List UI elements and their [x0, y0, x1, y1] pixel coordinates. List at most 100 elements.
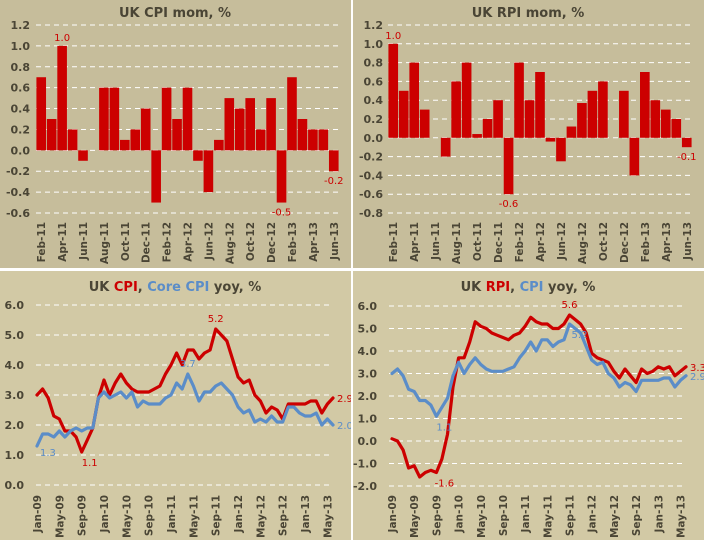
x-tick-label: May-13 — [322, 495, 334, 538]
y-tick-label: 1.2 — [11, 19, 31, 32]
bar — [234, 108, 245, 151]
x-tick-label: Jan-13 — [653, 495, 665, 533]
data-label: 5.2 — [572, 330, 588, 341]
y-tick-label: -0.2 — [6, 165, 30, 178]
x-tick-label: Sep-09 — [431, 495, 443, 536]
x-tick-label: Sep-10 — [498, 495, 510, 536]
x-tick-label: Feb-12 — [162, 222, 174, 262]
x-tick-label: Jan-09 — [32, 495, 44, 533]
bar — [151, 150, 161, 203]
bar — [328, 150, 339, 172]
bar — [46, 119, 57, 151]
bar — [99, 87, 109, 151]
x-tick-label: Jan-10 — [99, 495, 111, 533]
x-tick-label: Dec-11 — [141, 222, 153, 263]
x-tick-label: Sep-12 — [631, 495, 643, 536]
bar — [78, 150, 88, 161]
bar — [681, 137, 692, 148]
y-tick-label: 0.4 — [364, 94, 384, 107]
bar — [297, 119, 308, 151]
data-label: 3.7 — [180, 359, 196, 370]
bar — [440, 137, 451, 157]
bar — [598, 81, 608, 138]
y-tick-label: 0.6 — [364, 75, 384, 88]
data-label: -0.5 — [272, 208, 292, 219]
chart-title: UK CPI mom, % — [119, 6, 231, 21]
bar — [276, 150, 287, 203]
y-tick-label: -0.6 — [6, 207, 30, 220]
bar — [660, 109, 671, 138]
x-tick-label: Jun-12 — [203, 222, 215, 261]
chart-title-part: , — [510, 280, 519, 295]
x-tick-label: Apr-11 — [57, 222, 69, 262]
bar — [461, 62, 472, 138]
bar — [451, 81, 461, 138]
bar — [409, 62, 420, 138]
x-tick-label: Jan-11 — [520, 495, 532, 533]
bar — [308, 129, 318, 151]
data-label: -0.1 — [677, 152, 697, 163]
bar — [619, 90, 629, 138]
x-tick-label: Sep-10 — [144, 495, 156, 536]
bar — [36, 77, 47, 151]
x-tick-label: Jun-11 — [430, 222, 442, 261]
data-label: -0.2 — [324, 176, 344, 187]
x-tick-label: Aug-12 — [577, 222, 589, 264]
x-tick-label: Oct-12 — [245, 222, 257, 261]
chart-panel-cpi-mom: UK CPI mom, % 1.2 1.0 0.8 0.6 0.4 0.2 0.0 -0.2 -0… — [0, 0, 351, 268]
x-tick-label: May-09 — [54, 495, 66, 538]
x-tick-label: Apr-13 — [308, 222, 320, 262]
x-tick-label: Feb-11 — [388, 222, 400, 262]
bar — [577, 103, 587, 138]
x-tick-label: Oct-12 — [598, 222, 610, 261]
y-tick-label: 6.0 — [358, 300, 378, 313]
y-tick-label: 4.0 — [5, 359, 25, 372]
chart-title-part: UK — [461, 280, 486, 295]
y-tick-label: 2.0 — [358, 390, 378, 403]
x-tick-label: Feb-13 — [287, 222, 299, 262]
x-tick-label: May-12 — [255, 495, 267, 538]
y-tick-label: 6.0 — [5, 299, 25, 312]
x-tick-label: Aug-12 — [224, 222, 236, 264]
data-label: 5.2 — [208, 314, 224, 325]
data-label: 1.3 — [40, 448, 56, 459]
bar — [318, 129, 329, 151]
y-tick-label: -1.0 — [353, 458, 377, 471]
x-tick-label: Jan-12 — [233, 495, 245, 533]
bar — [266, 98, 276, 151]
x-tick-label: Jun-13 — [329, 222, 341, 261]
x-tick-label: Oct-11 — [120, 222, 132, 261]
data-label: 2.0 — [337, 421, 351, 432]
chart-title-part: UK CPI mom, % — [119, 6, 231, 21]
bar — [120, 139, 130, 151]
x-tick-label: Sep-09 — [77, 495, 89, 536]
chart-panel-rpi-cpi-yoy: UK RPI, CPI yoy, % 6.0 5.0 4.0 3.0 2.0 1.0 0.0 -… — [353, 271, 704, 540]
x-tick-label: Jun-11 — [78, 222, 90, 261]
bar — [566, 126, 577, 138]
chart-title-part: UK RPI mom, % — [472, 6, 585, 21]
y-tick-label: 1.0 — [358, 413, 378, 426]
chart-title-part: Core CPI — [147, 280, 209, 295]
y-tick-label: 1.0 — [364, 38, 384, 51]
bar — [224, 98, 235, 151]
bar — [514, 62, 524, 138]
x-tick-label: Feb-11 — [36, 222, 48, 262]
bar — [545, 137, 556, 142]
data-label: 2.9 — [337, 394, 351, 405]
chart-title: UK RPI mom, % — [472, 6, 585, 21]
bar — [255, 129, 266, 151]
bar — [109, 87, 120, 151]
x-tick-label: Jan-10 — [454, 495, 466, 533]
y-tick-label: -0.4 — [6, 186, 30, 199]
series-line-cpi — [35, 327, 335, 454]
x-tick-label: Jan-12 — [587, 495, 599, 533]
x-tick-label: Apr-12 — [183, 222, 195, 262]
y-tick-label: -0.8 — [359, 207, 383, 220]
bar — [629, 137, 640, 176]
x-tick-label: Jan-11 — [166, 495, 178, 533]
x-tick-label: Apr-13 — [661, 222, 673, 262]
y-tick-label: 0.0 — [364, 132, 384, 145]
data-label: 5.6 — [562, 300, 578, 311]
chart-title-part: CPI — [114, 280, 138, 295]
bar — [203, 150, 214, 193]
